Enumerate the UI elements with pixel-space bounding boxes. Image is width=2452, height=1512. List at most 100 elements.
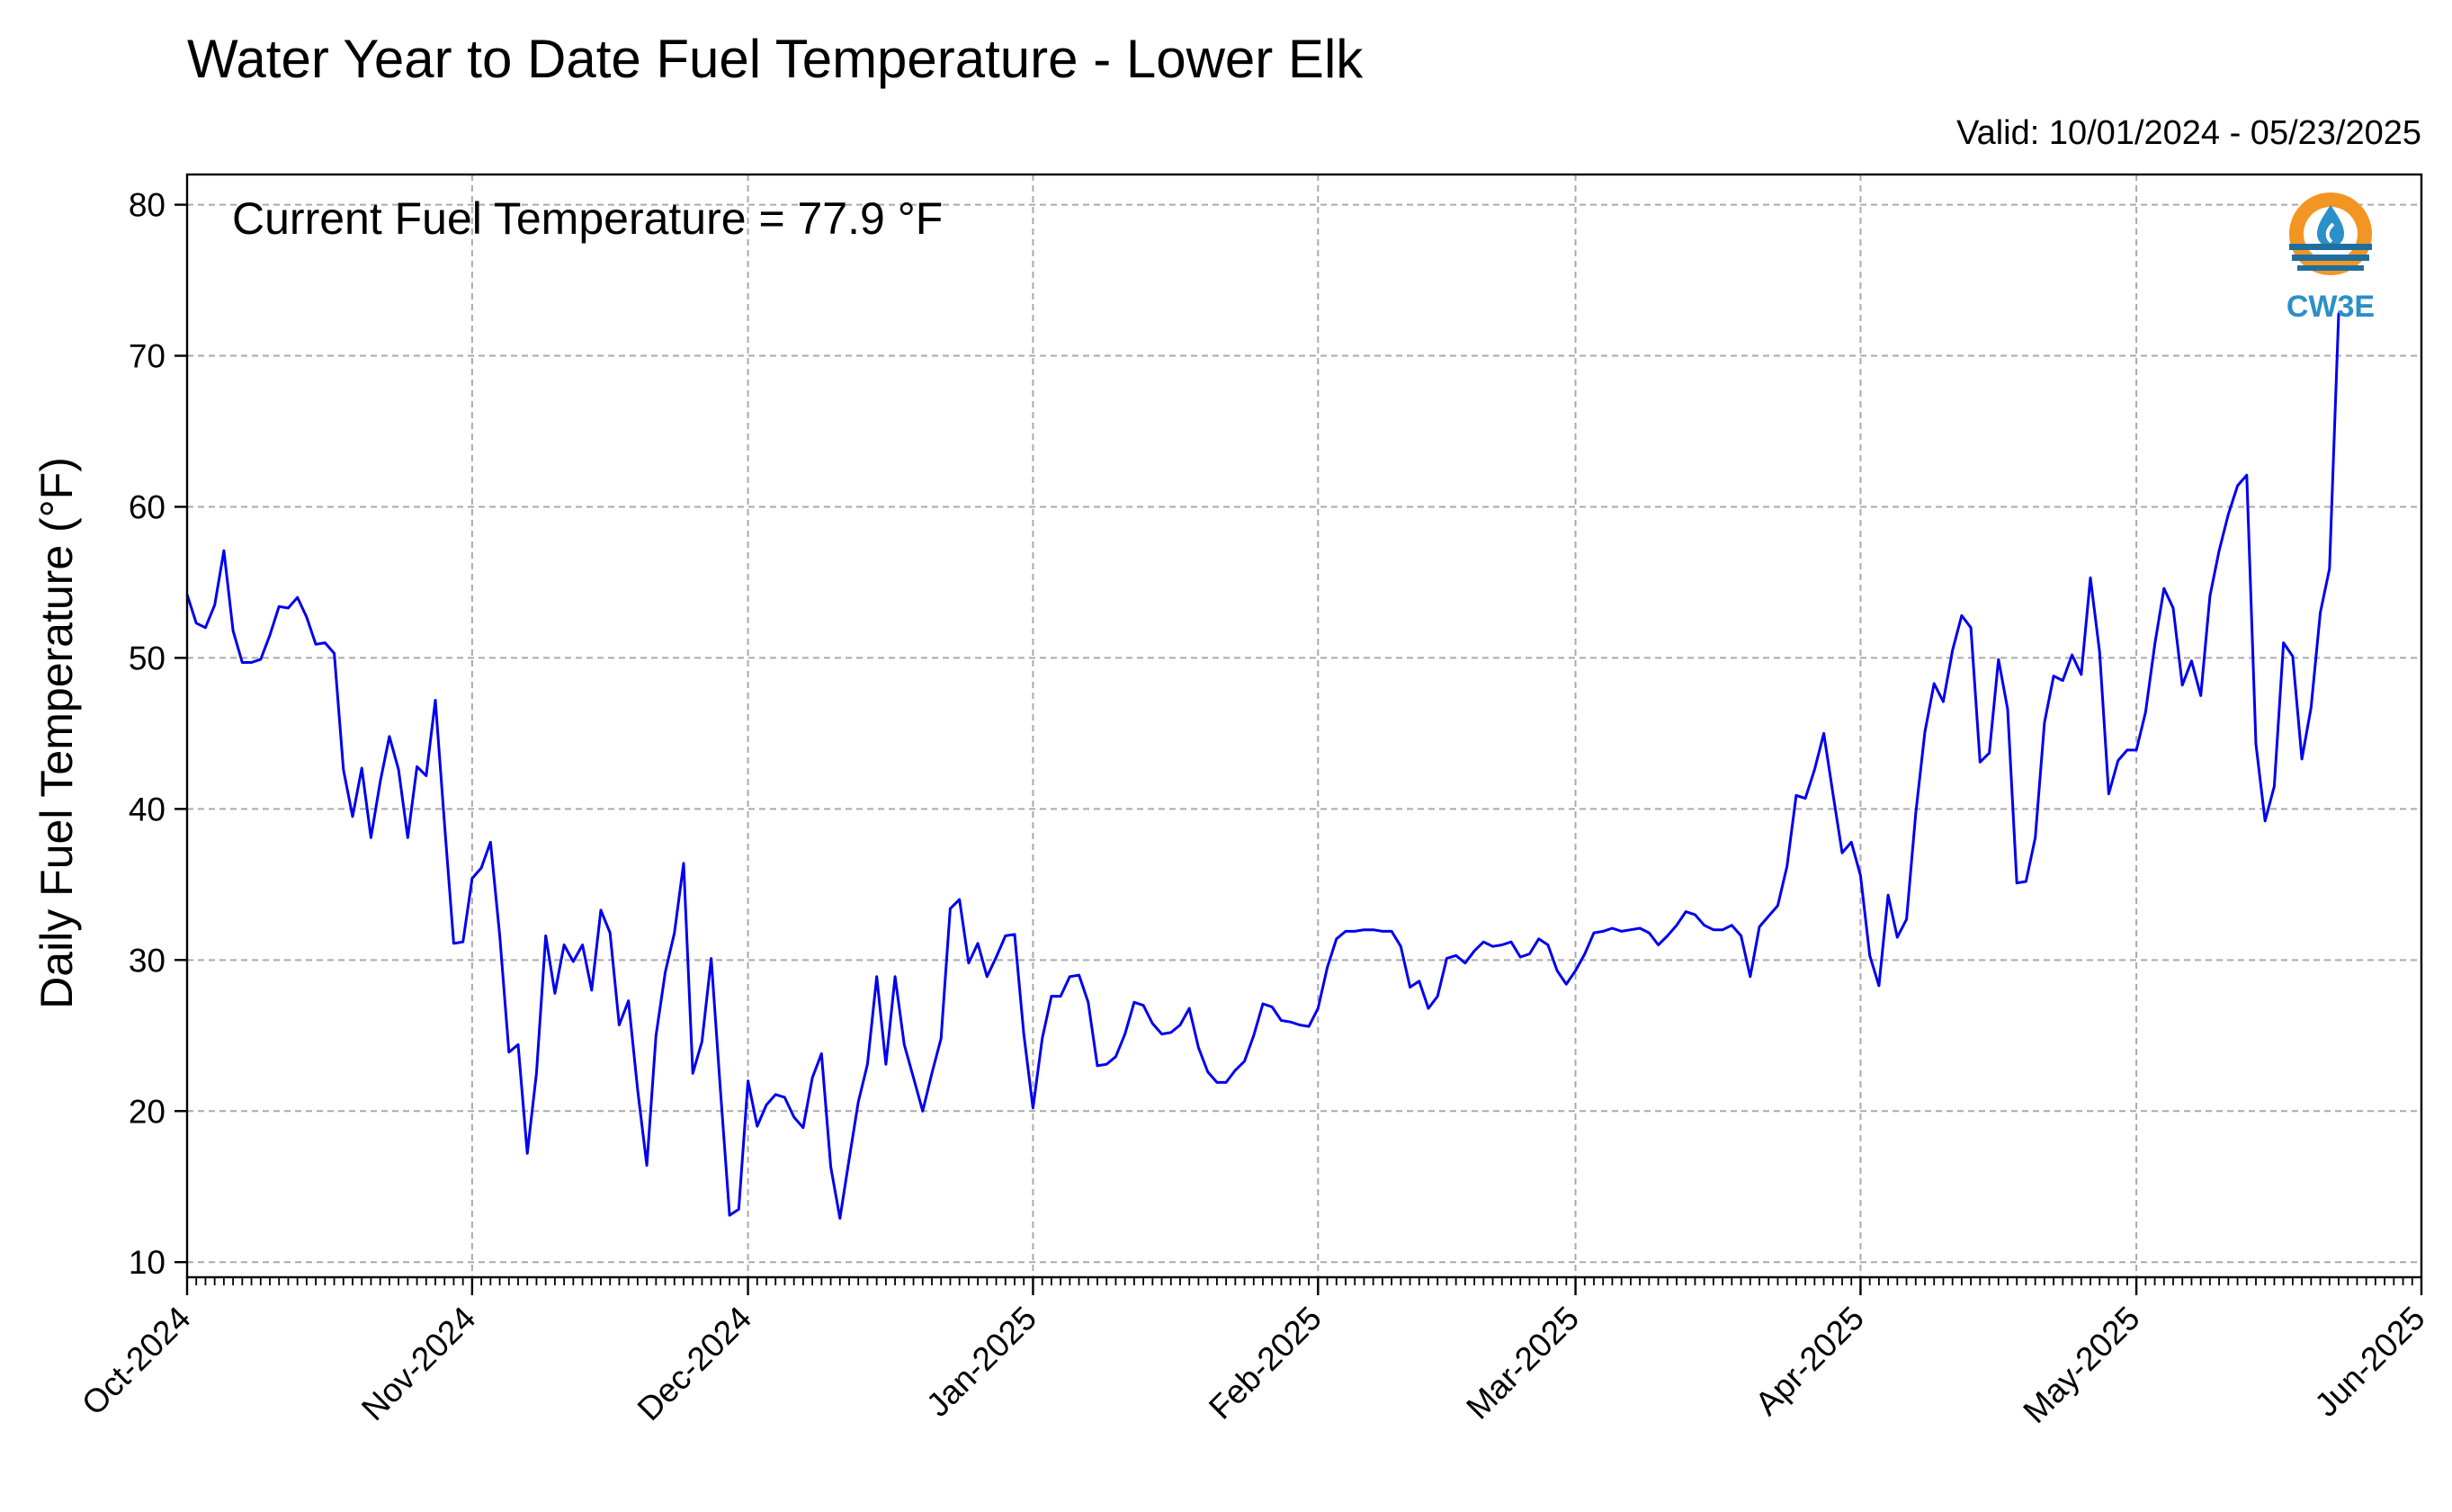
data-point (1758, 926, 1761, 928)
data-point (636, 1088, 640, 1091)
data-point (1602, 930, 1605, 933)
data-point (231, 630, 235, 632)
data-point (1354, 930, 1356, 933)
data-point (912, 1077, 915, 1079)
data-point (1032, 1106, 1034, 1110)
data-point (425, 774, 427, 777)
y-tick-label: 20 (129, 1093, 166, 1130)
data-point (810, 1077, 814, 1079)
data-point (1463, 962, 1467, 964)
data-point (1059, 995, 1062, 998)
data-point (783, 1096, 786, 1099)
data-point (498, 935, 501, 937)
data-point (314, 643, 318, 646)
data-point (618, 1024, 621, 1026)
data-point (1666, 935, 1669, 937)
data-point (1749, 975, 1752, 979)
data-point (2043, 721, 2046, 724)
data-point (1013, 933, 1016, 936)
valid-date-range: Valid: 10/01/2024 - 05/23/2025 (1956, 114, 2421, 152)
data-point (1951, 649, 1954, 652)
data-point (305, 615, 309, 619)
data-point (1261, 1002, 1265, 1006)
data-point (2153, 643, 2156, 646)
data-point (268, 634, 272, 637)
data-point (2116, 759, 2119, 762)
data-point (710, 957, 712, 960)
data-point (407, 837, 409, 839)
logo-wave-2 (2292, 255, 2369, 261)
series-layer (185, 312, 2340, 1220)
data-point (250, 661, 253, 664)
data-point (756, 1124, 758, 1128)
data-point (507, 1051, 510, 1054)
x-tick-label: Dec-2024 (631, 1300, 758, 1427)
data-point (195, 622, 198, 624)
data-point (2254, 743, 2258, 746)
data-point (940, 1037, 943, 1040)
data-point (2199, 694, 2202, 697)
data-point (2162, 587, 2165, 590)
data-point (1280, 1019, 1283, 1022)
data-point (1555, 969, 1559, 972)
data-point (2273, 785, 2276, 788)
x-tick-label: Oct-2024 (75, 1300, 198, 1423)
data-point (241, 661, 244, 664)
x-axis: Oct-2024 Nov-2024 Dec-2024 Jan-2025 Feb-2025… (75, 1277, 2432, 1430)
logo-text: CW3E (2286, 290, 2375, 324)
data-point (792, 1115, 795, 1119)
data-point (1886, 893, 1890, 897)
data-point (2062, 679, 2064, 682)
data-point (1537, 937, 1540, 941)
data-point (1657, 944, 1660, 946)
x-tick-label: Nov-2024 (354, 1300, 482, 1427)
data-point (1363, 928, 1365, 931)
data-point (1041, 1037, 1043, 1040)
data-point (1445, 957, 1448, 960)
data-point (489, 841, 492, 844)
data-point (287, 606, 290, 610)
data-point (1326, 966, 1329, 969)
data-point (544, 935, 547, 937)
data-point (1868, 954, 1871, 957)
data-point (379, 780, 381, 783)
data-point (2264, 819, 2267, 822)
data-point (995, 955, 998, 959)
data-point (1933, 682, 1936, 685)
data-point (719, 1088, 722, 1091)
data-point (361, 766, 363, 770)
data-point (673, 931, 676, 935)
x-tick-label: Feb-2025 (1202, 1300, 1329, 1427)
data-point (921, 1110, 925, 1113)
data-point (1703, 924, 1705, 926)
data-point (342, 768, 345, 771)
data-point (1372, 928, 1374, 931)
data-point (2034, 837, 2036, 839)
data-point (857, 1101, 860, 1104)
data-point (1840, 851, 1844, 854)
data-point (664, 971, 667, 974)
data-point (1252, 1034, 1256, 1037)
data-point (1620, 930, 1623, 933)
data-point (1050, 995, 1053, 998)
data-point (1859, 874, 1862, 877)
data-point (1472, 950, 1476, 953)
data-point (1785, 865, 1788, 868)
data-point (1069, 975, 1071, 979)
logo-wave-1 (2289, 244, 2372, 250)
data-point (2328, 568, 2331, 570)
data-point (1427, 1007, 1430, 1010)
data-point (1831, 792, 1835, 795)
data-point (958, 898, 961, 901)
data-point (1500, 944, 1504, 946)
x-tick-label: Jun-2025 (2308, 1300, 2432, 1424)
data-point (1381, 930, 1384, 933)
data-point (1197, 1046, 1200, 1049)
data-point (1418, 980, 1421, 983)
plot-frame (185, 173, 2423, 1279)
data-point (461, 941, 464, 944)
data-point (1776, 904, 1779, 908)
data-point (2025, 880, 2027, 883)
data-point (1289, 1021, 1292, 1024)
data-point (1151, 1022, 1154, 1025)
